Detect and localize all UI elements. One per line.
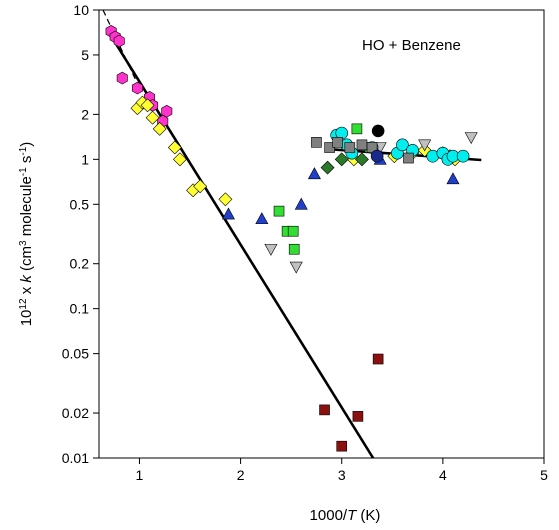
y-tick-label: 1 [81,151,89,167]
data-point-square-s7-6 [403,152,414,164]
plot-frame [98,9,545,459]
y-axis-ticks: 0.01 0.02 0.05 0.1 0.2 0.5 1 2 5 10 [62,2,99,466]
data-point-diamond-s1-9 [218,192,233,207]
data-point-triangle-up-s2-1 [255,212,269,225]
data-point-square-s10-1 [336,440,348,452]
data-point-square-s7-3 [344,142,356,153]
y-tick-label: 5 [81,47,89,63]
data-point-square-s4-0 [273,205,285,217]
data-point-square-s4-4 [351,123,363,135]
x-tick-label: 2 [237,467,245,483]
data-point-triangle-down-s3-1 [289,261,303,274]
data-point-hexagon-s0-8 [161,104,173,118]
y-tick-label: 0.5 [70,196,90,212]
data-point-triangle-up-s2-5 [446,172,460,185]
y-tick-label: 10 [73,2,89,18]
y-axis-title: 1012 x k (cm3 molecule-1 s-1) [18,142,36,327]
data-point-diamond-s5-2 [355,152,369,167]
y-tick-label: 0.05 [62,346,89,362]
y-tick-label: 0.02 [62,405,89,421]
data-point-triangle-down-s3-4 [464,132,478,145]
x-axis-title: 1000/T (K) [310,507,381,524]
fit-line-dashed-1 [102,9,140,89]
data-point-square-s7-4 [356,139,368,151]
data-point-circle-s9-0 [370,149,384,163]
data-point-triangle-up-s2-2 [294,197,308,210]
y-tick-label: 0.1 [70,301,90,317]
data-point-triangle-down-s3-3 [418,139,432,152]
x-tick-label: 3 [338,467,346,483]
data-point-diamond-s1-8 [193,179,208,194]
data-point-hexagon-s0-2 [113,34,125,48]
data-point-square-s7-0 [311,137,322,148]
data-point-triangle-up-s2-0 [221,207,235,220]
data-point-square-s7-2 [332,137,343,148]
data-point-hexagon-s0-4 [131,81,143,95]
data-point-diamond-s1-5 [167,140,182,155]
y-tick-label: 0.01 [62,450,89,466]
data-point-square-s10-3 [372,353,384,365]
y-tick-label: 2 [81,106,89,122]
data-point-circle-s6-6 [396,138,409,152]
data-points [105,24,478,452]
data-point-circle-s8-0 [371,124,385,138]
chart-annotation: HO + Benzene [362,37,461,54]
data-point-hexagon-s0-3 [116,71,128,85]
data-point-diamond-s1-6 [172,152,187,167]
data-point-diamond-s1-2 [140,98,155,113]
data-point-square-s4-3 [288,243,300,255]
x-tick-label: 1 [136,467,144,483]
data-point-circle-s6-12 [456,149,470,163]
data-point-diamond-s5-1 [334,152,349,167]
data-point-diamond-s1-4 [152,121,167,136]
x-tick-label: 5 [540,467,548,483]
data-point-triangle-up-s2-3 [307,167,321,180]
x-axis-ticks: 1 2 3 4 5 [136,458,548,483]
y-tick-label: 0.2 [70,256,90,272]
data-point-triangle-down-s3-0 [264,243,278,256]
data-point-square-s10-2 [352,411,364,422]
x-tick-label: 4 [439,467,447,483]
data-point-square-s4-2 [287,225,299,237]
data-point-diamond-s5-0 [320,160,335,175]
data-point-diamond-s1-3 [145,110,160,125]
data-point-square-s10-0 [319,404,330,416]
